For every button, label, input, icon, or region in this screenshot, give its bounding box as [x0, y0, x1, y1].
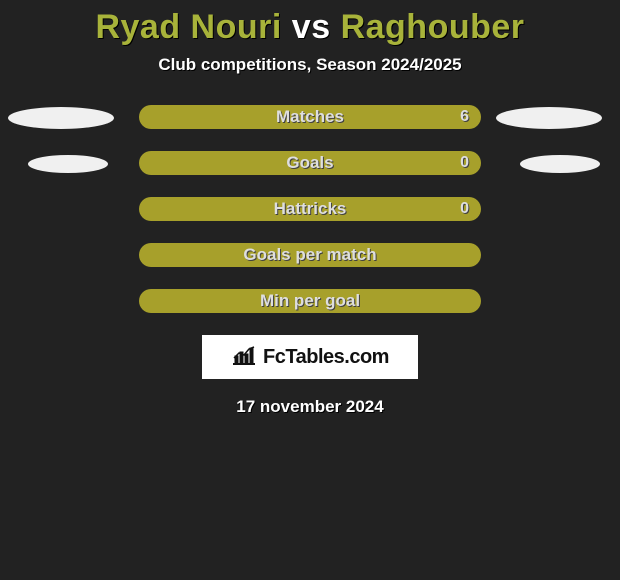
stat-row: MatchesMatches 66 [0, 105, 620, 129]
left-ellipse [8, 107, 114, 129]
stat-value: 00 [460, 200, 469, 218]
subtitle: Club competitions, Season 2024/2025 Club… [0, 55, 620, 75]
stats-rows: MatchesMatches66GoalsGoals00HattricksHat… [0, 105, 620, 313]
date-label: 17 november 2024 17 november 2024 [0, 397, 620, 417]
stat-label: GoalsGoals [286, 153, 333, 173]
fctables-badge: FcTables.com [202, 335, 418, 379]
left-ellipse [28, 155, 108, 173]
stat-bar: HattricksHattricks 00 [139, 197, 481, 221]
stat-label: MatchesMatches [276, 107, 344, 127]
stat-row: Min per goalMin per goal [0, 289, 620, 313]
stat-row: HattricksHattricks 00 [0, 197, 620, 221]
stat-label: Min per goalMin per goal [260, 291, 360, 311]
stat-value: 66 [460, 108, 469, 126]
title-vs: vs [292, 8, 331, 46]
right-ellipse [520, 155, 600, 173]
title-player-right: Raghouber [341, 8, 525, 46]
bar-chart-icon [231, 344, 257, 371]
stat-bar: Min per goalMin per goal [139, 289, 481, 313]
page-title: Ryad Nouri vs Raghouber Ryad Nouri vs Ra… [0, 0, 620, 47]
stat-label: Goals per matchGoals per match [243, 245, 376, 265]
stat-row: GoalsGoals 00 [0, 151, 620, 175]
title-player-left: Ryad Nouri [95, 8, 281, 46]
stat-row: Goals per matchGoals per match [0, 243, 620, 267]
stat-label: HattricksHattricks [274, 199, 347, 219]
badge-text: FcTables.com [263, 346, 389, 369]
right-ellipse [496, 107, 602, 129]
stat-bar: GoalsGoals 00 [139, 151, 481, 175]
stat-bar: Goals per matchGoals per match [139, 243, 481, 267]
stat-value: 00 [460, 154, 469, 172]
stat-bar: MatchesMatches 66 [139, 105, 481, 129]
